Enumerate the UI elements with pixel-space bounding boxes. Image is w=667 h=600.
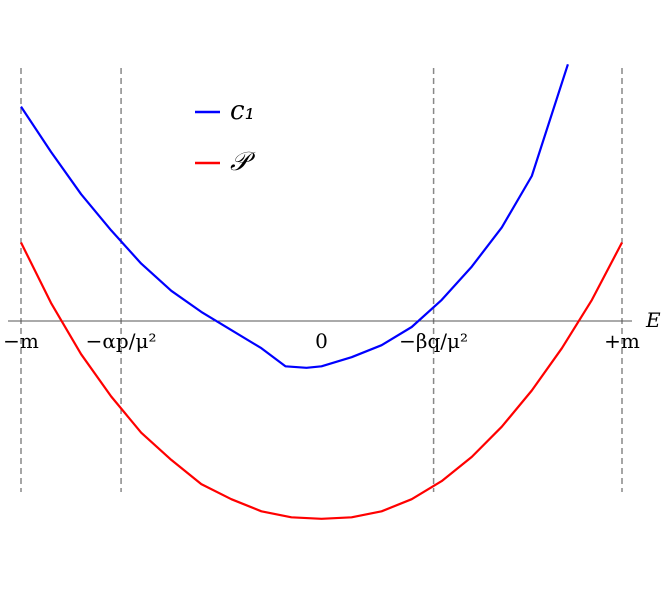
x-tick-label-0: −m: [3, 329, 39, 353]
x-axis-label: E: [645, 308, 661, 332]
series-line-1: [20, 241, 623, 520]
x-tick-label-1: −αp/μ²: [86, 329, 157, 353]
x-tick-label-4: −βq/μ²: [399, 329, 468, 353]
legend: c₁ 𝒫: [195, 96, 256, 177]
legend-label-1: 𝒫: [230, 147, 256, 177]
series-layer: [20, 63, 623, 520]
x-tick-label-3: +m: [604, 329, 640, 353]
series-line-0: [20, 63, 569, 369]
x-tick-labels: −m −αp/μ² 0 +m −βq/μ²: [3, 329, 640, 353]
x-tick-label-2: 0: [315, 329, 328, 353]
legend-label-0: c₁: [230, 96, 255, 126]
reference-lines: [20, 68, 623, 492]
